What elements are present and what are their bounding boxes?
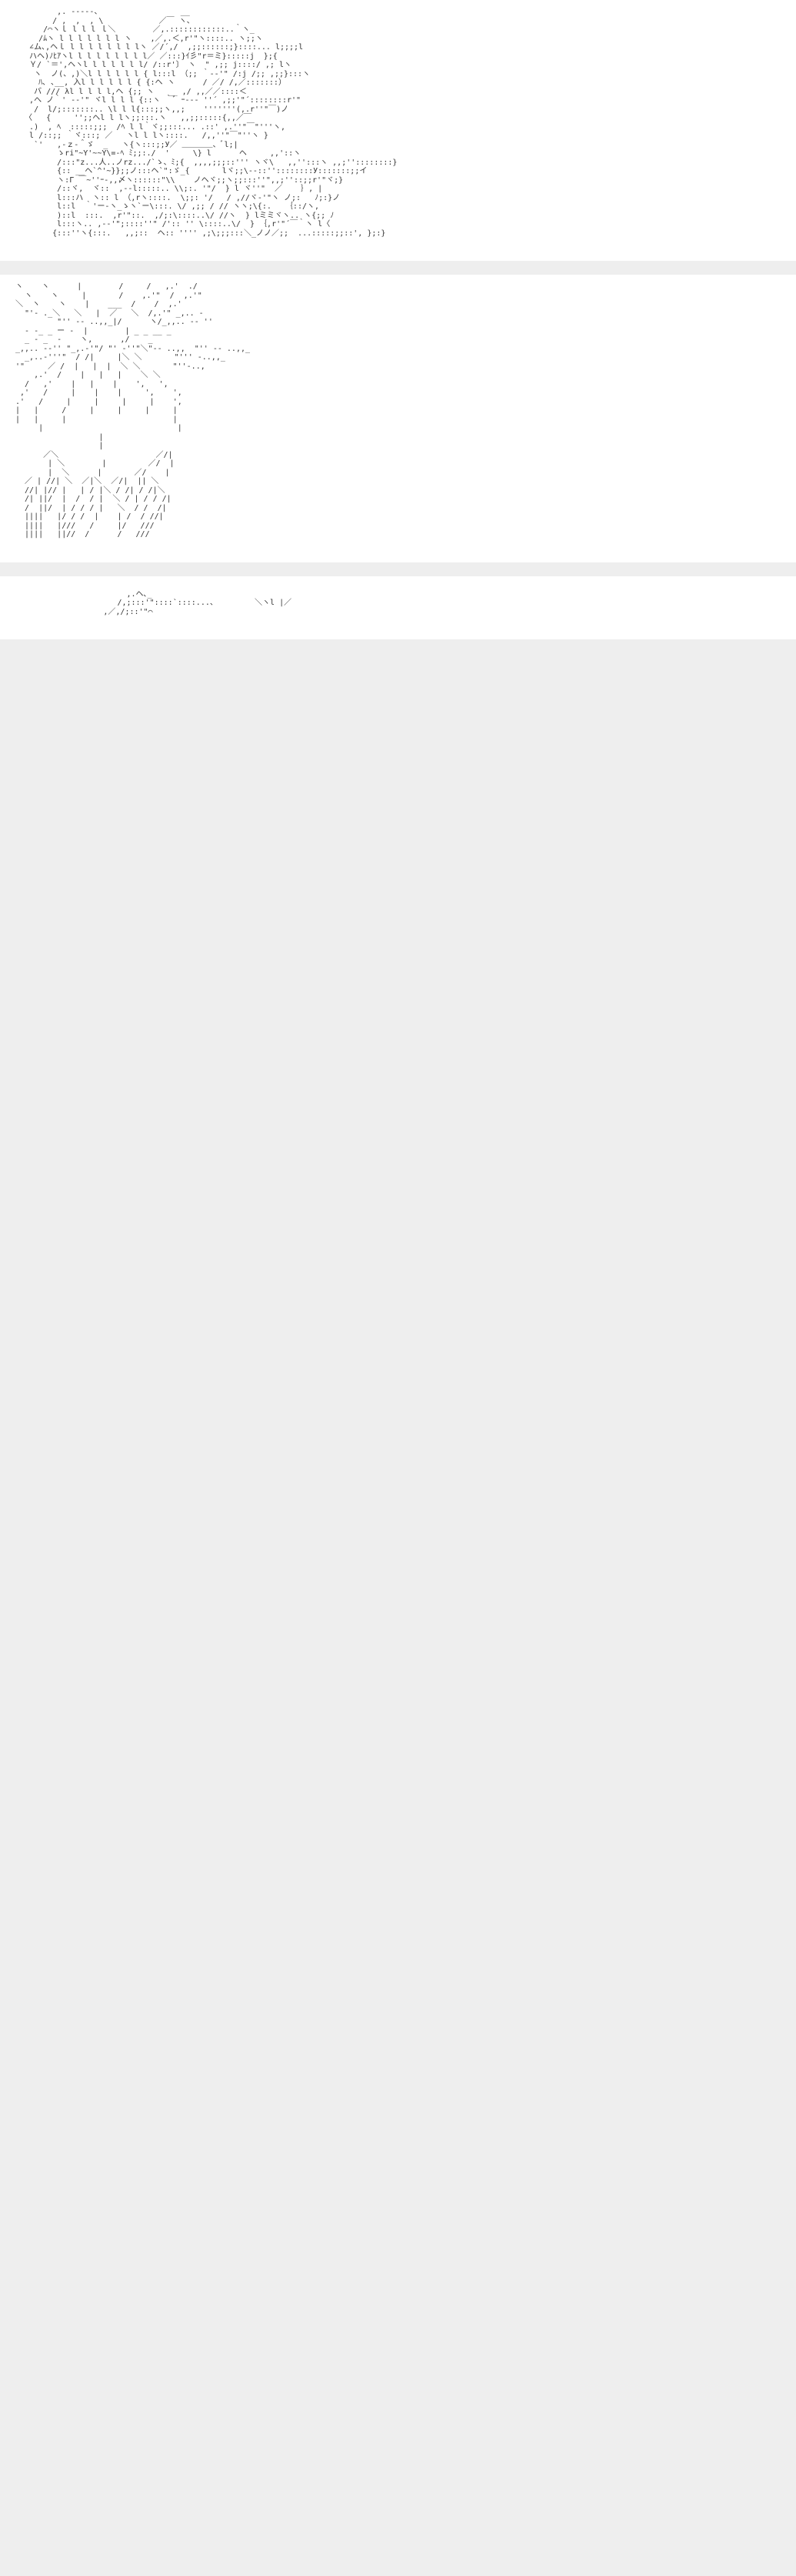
ascii-figure-1: ,. -‐-‐-、 __ / , , , \ ／￣ ヽ、 /⌒ヽｌ l l l … (15, 8, 397, 238)
separator (0, 261, 796, 275)
section-2: ヽ ヽ | / / ,.' ./ ヽ ヽ | / ,.'" / ,.'" ＼ ヽ… (0, 275, 796, 562)
ascii-burst: ヽ ヽ | / / ,.' ./ ヽ ヽ | / ,.'" / ,.'" ＼ ヽ… (15, 282, 250, 539)
separator (0, 562, 796, 576)
section-1: ,. -‐-‐-、 __ / , , , \ ／￣ ヽ、 /⌒ヽｌ l l l … (0, 0, 796, 261)
section-3: ,.ヘ､_ /,;:::'"::::`::::...、 ＼ヽl |／ ,／,/;… (0, 576, 796, 640)
ascii-face-1: ,.ヘ､_ /,;:::'"::::`::::...、 ＼ヽl |／ ,／,/;… (15, 590, 291, 617)
